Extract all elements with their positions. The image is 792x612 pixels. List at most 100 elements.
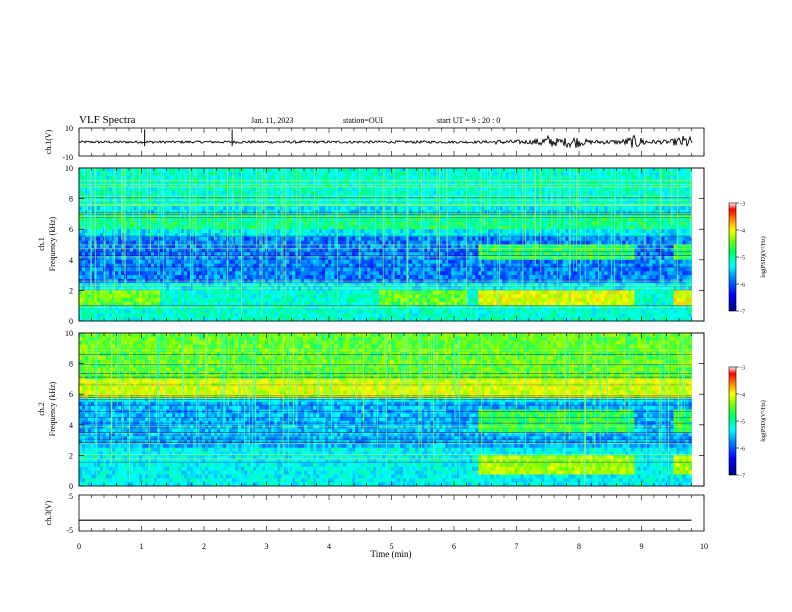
spec1-cell <box>118 179 122 184</box>
spec1-cell <box>88 294 92 299</box>
spec1-cell <box>136 206 140 211</box>
spec1-cell <box>82 225 86 230</box>
spec1-cell <box>199 267 203 272</box>
spec1-cell <box>304 233 308 238</box>
spec1-cell <box>274 309 278 314</box>
spec1-cell <box>193 217 197 222</box>
spec1-cell <box>361 233 365 238</box>
spec1-cell <box>274 313 278 318</box>
spec1-cell <box>373 187 377 192</box>
spec1-cell <box>169 210 173 215</box>
spec1-cell <box>97 194 101 200</box>
spec1-cell <box>145 206 149 211</box>
spec1-cell <box>139 255 143 261</box>
spec1-cell <box>388 229 392 234</box>
spec1-cell <box>133 225 137 230</box>
spec1-cell <box>82 252 86 257</box>
spec1-cell <box>232 263 236 268</box>
spec1-cell <box>148 171 152 177</box>
spec1-cell <box>268 267 272 272</box>
spec1-cell <box>325 217 329 222</box>
spec1-cell <box>226 259 230 265</box>
spec1-cell <box>136 221 140 226</box>
spec1-cell <box>79 194 83 200</box>
spec1-cell <box>223 301 227 307</box>
spec1-cell <box>154 252 158 257</box>
spec1-cell <box>136 168 140 173</box>
spec1-cell <box>247 198 251 203</box>
spec1-cell <box>319 233 323 238</box>
spec1-cell <box>139 190 143 196</box>
spec1-cell <box>220 221 224 226</box>
spec1-cell <box>442 206 446 211</box>
spec1-cell <box>265 301 269 307</box>
spec1-cell <box>250 267 254 272</box>
spec1-cell <box>259 179 263 184</box>
spec1-cell <box>397 305 401 310</box>
spec1-cell <box>373 190 377 196</box>
spec1-cell <box>199 240 203 245</box>
spec1-cell <box>79 248 83 253</box>
spec1-cell <box>265 286 269 291</box>
spec1-cell <box>208 248 212 253</box>
spec1-cell <box>268 259 272 265</box>
spec1-cell <box>313 221 317 226</box>
spec1-cell <box>367 275 371 280</box>
spec1-cell <box>226 213 230 219</box>
spec1-cell <box>304 275 308 280</box>
spec1-cell <box>154 225 158 230</box>
spec1-cell <box>253 298 257 303</box>
spec1-cell <box>130 171 134 177</box>
spec1-cell <box>400 198 404 203</box>
spec1-cell <box>400 271 404 276</box>
spec1-cell <box>265 313 269 318</box>
spec1-cell <box>154 236 158 242</box>
spec1-cell <box>379 259 383 265</box>
spec1-cell <box>103 317 107 322</box>
spec1-cell <box>79 217 83 222</box>
spec1-cell <box>121 298 125 303</box>
spec1-cell <box>412 240 416 245</box>
spec1-cell <box>244 221 248 226</box>
spec1-cell <box>352 271 356 276</box>
spec1-cell <box>442 309 446 314</box>
spec1-cell <box>79 290 83 295</box>
spec1-cell <box>196 190 200 196</box>
spec1-cell <box>424 233 428 238</box>
spec1-cell <box>190 213 194 219</box>
spec1-cell <box>355 298 359 303</box>
spec1-cell <box>379 298 383 303</box>
spec1-cell <box>175 252 179 257</box>
spec1-cell <box>115 244 119 249</box>
spec1-cell <box>274 229 278 234</box>
spec1-cell <box>166 259 170 265</box>
spec1-cell <box>439 305 443 310</box>
spec1-cell <box>205 244 209 249</box>
spec1-cell <box>256 221 260 226</box>
spec1-cell <box>163 263 167 268</box>
spec1-cell <box>124 294 128 299</box>
spec1-cell <box>130 194 134 200</box>
spec1-cell <box>85 263 89 268</box>
spec1-cell <box>82 206 86 211</box>
spec1-cell <box>142 236 146 242</box>
spec1-cell <box>184 255 188 261</box>
spec1-cell <box>277 210 281 215</box>
spec1-cell <box>85 301 89 307</box>
spec1-cell <box>391 305 395 310</box>
spec1-cell <box>238 168 242 173</box>
spec1-cell <box>214 255 218 261</box>
spec1-cell <box>304 175 308 180</box>
spec1-cell <box>262 267 266 272</box>
spec1-cell <box>295 290 299 295</box>
spec1-cell <box>286 168 290 173</box>
spec1-cell <box>241 213 245 219</box>
spec1-cell <box>253 175 257 180</box>
spec1-cell <box>310 190 314 196</box>
spec1-cell <box>91 317 95 322</box>
spec1-cell <box>229 183 233 188</box>
spec1-cell <box>79 168 83 173</box>
spec1-cell <box>217 171 221 177</box>
spec1-cell <box>166 194 170 200</box>
spec1-cell <box>205 301 209 307</box>
